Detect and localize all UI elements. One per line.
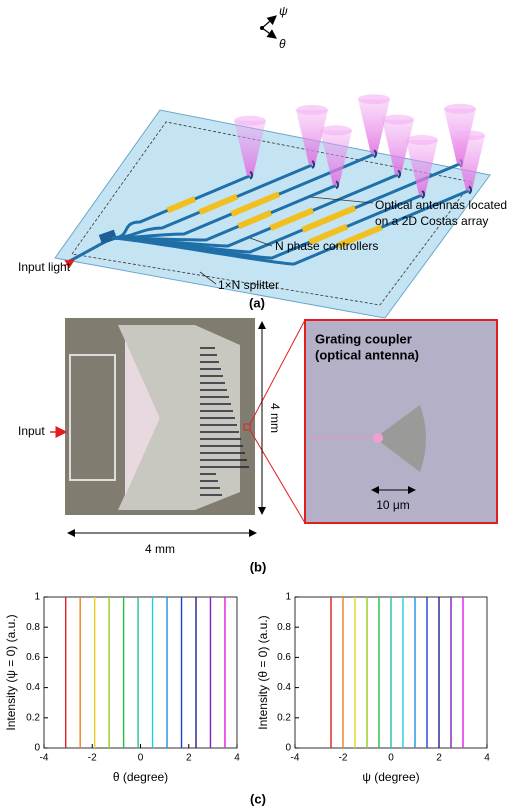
cone-top <box>320 125 352 135</box>
y-tick-label: 0.4 <box>26 682 40 693</box>
panel-a: ψ θ Optical antennas located on a 2D Cos… <box>18 4 507 318</box>
y-tick-label: 0.2 <box>277 712 291 723</box>
theta-arrow <box>262 28 276 38</box>
zoom-line <box>250 430 305 523</box>
y-tick-label: 0.8 <box>26 622 40 633</box>
y-tick-label: 0.4 <box>277 682 291 693</box>
cone-top <box>296 105 328 115</box>
annotation: N phase controllers <box>275 239 378 253</box>
inset-title: Grating coupler <box>315 331 412 346</box>
inset-spot <box>373 433 383 443</box>
x-tick-label: 0 <box>388 753 394 764</box>
annotation: Input light <box>18 260 71 274</box>
y-tick-label: 0.8 <box>277 622 291 633</box>
x-tick-label: -4 <box>40 753 49 764</box>
x-tick-label: 4 <box>484 753 490 764</box>
y-tick-label: 1 <box>34 592 40 603</box>
psi-label: ψ <box>279 4 288 18</box>
y-tick-label: 1 <box>285 592 291 603</box>
cone-top <box>382 115 414 125</box>
scale-label: 10 μm <box>376 498 410 512</box>
plot-area <box>44 597 237 748</box>
y-tick-label: 0.6 <box>277 652 291 663</box>
figure: ψ θ Optical antennas located on a 2D Cos… <box>0 0 515 810</box>
theta-label: θ <box>279 37 286 51</box>
x-tick-label: 2 <box>186 753 192 764</box>
cone-top <box>406 135 438 145</box>
caption: (b) <box>250 559 267 574</box>
caption: (a) <box>249 295 265 310</box>
annotation: 1×N splitter <box>218 278 279 292</box>
panel-b: Grating coupler (optical antenna) 10 μm … <box>18 318 497 574</box>
cone-top <box>358 94 390 104</box>
x-axis-label: ψ (degree) <box>362 770 419 784</box>
x-tick-label: 0 <box>138 753 144 764</box>
axis-origin <box>260 26 264 30</box>
x-tick-label: -2 <box>339 753 348 764</box>
x-tick-label: -2 <box>88 753 97 764</box>
x-tick-label: 2 <box>436 753 442 764</box>
annotation: Optical antennas located <box>375 198 507 212</box>
annotation: on a 2D Costas array <box>375 214 488 228</box>
width-label: 4 mm <box>145 542 175 556</box>
x-tick-label: -4 <box>291 753 300 764</box>
height-label: 4 mm <box>268 403 282 433</box>
y-tick-label: 0.2 <box>26 712 40 723</box>
psi-arrow <box>262 16 276 28</box>
caption: (c) <box>250 791 266 806</box>
y-axis-label: Intensity (θ = 0) (a.u.) <box>256 615 270 729</box>
cone-top <box>453 131 485 141</box>
x-axis-label: θ (degree) <box>113 770 168 784</box>
cone-top <box>444 104 476 114</box>
x-tick-label: 4 <box>234 753 240 764</box>
cone-top <box>234 116 266 126</box>
inset-title: (optical antenna) <box>315 347 419 362</box>
y-axis-label: Intensity (ψ = 0) (a.u.) <box>4 614 18 730</box>
panel-c: 0 0.2 0.4 0.6 0.8 1 -4 -2 0 2 4 θ (degree) Intensity… <box>4 592 490 785</box>
y-tick-label: 0.6 <box>26 652 40 663</box>
input-label: Input <box>18 424 45 438</box>
